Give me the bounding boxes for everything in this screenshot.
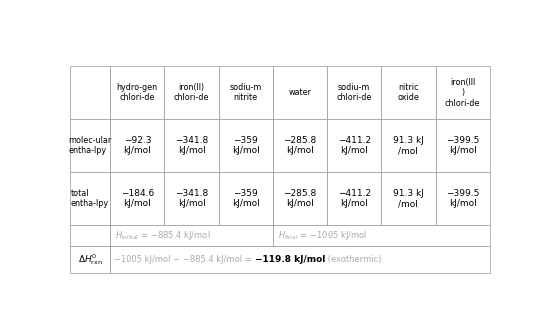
Bar <box>70 172 110 225</box>
Text: −399.5
kJ/mol: −399.5 kJ/mol <box>446 189 479 208</box>
Text: −285.8
kJ/mol: −285.8 kJ/mol <box>283 189 317 208</box>
Bar <box>110 246 490 273</box>
Bar <box>273 119 327 172</box>
Text: −92.3
kJ/mol: −92.3 kJ/mol <box>124 136 151 155</box>
Bar <box>70 119 110 172</box>
Bar <box>273 225 490 246</box>
Bar <box>327 172 382 225</box>
Text: −411.2
kJ/mol: −411.2 kJ/mol <box>338 136 371 155</box>
Text: nitric
oxide: nitric oxide <box>397 83 420 102</box>
Bar <box>273 66 327 119</box>
Bar <box>218 119 273 172</box>
Text: 91.3 kJ
/mol: 91.3 kJ /mol <box>393 189 424 208</box>
Text: $\mathit{H}_{\mathrm{initial}}$ = −885.4 kJ/mol: $\mathit{H}_{\mathrm{initial}}$ = −885.4… <box>115 229 211 242</box>
Bar <box>70 246 110 273</box>
Bar <box>436 66 490 119</box>
Text: −285.8
kJ/mol: −285.8 kJ/mol <box>283 136 317 155</box>
Bar <box>70 225 110 246</box>
Text: −184.6
kJ/mol: −184.6 kJ/mol <box>121 189 154 208</box>
Bar <box>273 172 327 225</box>
Bar <box>164 172 218 225</box>
Text: total
entha­lpy: total entha­lpy <box>71 189 109 208</box>
Bar <box>436 172 490 225</box>
Text: −1005 kJ/mol − −885.4 kJ/mol =: −1005 kJ/mol − −885.4 kJ/mol = <box>114 255 255 264</box>
Text: −359
kJ/mol: −359 kJ/mol <box>232 136 260 155</box>
Text: $\mathit{H}_{\mathrm{final}}$ = −1005 kJ/mol: $\mathit{H}_{\mathrm{final}}$ = −1005 kJ… <box>278 229 367 242</box>
Text: molec­ular
entha­lpy: molec­ular entha­lpy <box>68 136 112 155</box>
Text: iron(III
)
chlori­de: iron(III ) chlori­de <box>445 78 480 108</box>
Bar <box>382 119 436 172</box>
Text: (exothermic): (exothermic) <box>325 255 382 264</box>
Bar <box>327 66 382 119</box>
Text: water: water <box>288 88 312 97</box>
Bar <box>70 66 110 119</box>
Bar <box>382 66 436 119</box>
Text: −359
kJ/mol: −359 kJ/mol <box>232 189 260 208</box>
Text: iron(II)
chlori­de: iron(II) chlori­de <box>174 83 209 102</box>
Bar <box>164 119 218 172</box>
Text: sodiu­m
nitrite: sodiu­m nitrite <box>230 83 262 102</box>
Text: hydro­gen
chlori­de: hydro­gen chlori­de <box>117 83 158 102</box>
Bar <box>218 66 273 119</box>
Text: −341.8
kJ/mol: −341.8 kJ/mol <box>175 189 208 208</box>
Text: −399.5
kJ/mol: −399.5 kJ/mol <box>446 136 479 155</box>
Text: −341.8
kJ/mol: −341.8 kJ/mol <box>175 136 208 155</box>
Bar <box>110 66 164 119</box>
Text: $\Delta H^0_{\mathrm{rxn}}$: $\Delta H^0_{\mathrm{rxn}}$ <box>78 252 102 267</box>
Text: sodiu­m
chlori­de: sodiu­m chlori­de <box>337 83 372 102</box>
Bar <box>110 119 164 172</box>
Bar <box>110 225 273 246</box>
Text: −411.2
kJ/mol: −411.2 kJ/mol <box>338 189 371 208</box>
Bar <box>218 172 273 225</box>
Bar <box>164 66 218 119</box>
Bar <box>327 119 382 172</box>
Text: 91.3 kJ
/mol: 91.3 kJ /mol <box>393 136 424 155</box>
Text: −119.8 kJ/mol: −119.8 kJ/mol <box>255 255 325 264</box>
Bar <box>110 172 164 225</box>
Bar <box>382 172 436 225</box>
Bar <box>436 119 490 172</box>
